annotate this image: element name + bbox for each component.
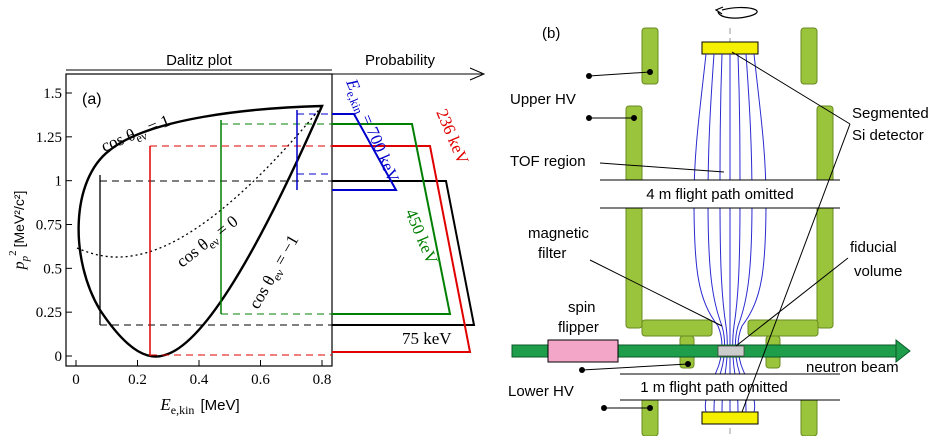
upper-hv-target-dot-2	[631, 115, 637, 121]
box-236kev	[332, 145, 472, 353]
label-700kev: Ee,kin = 700 keV	[339, 75, 403, 187]
label-450kev: 450 keV	[401, 206, 441, 268]
label-cos-zero: cos θeν = 0	[173, 212, 244, 274]
x-tick-label: 0	[72, 372, 80, 388]
omit-band-1m	[620, 374, 840, 400]
x-ticks: 0 0.2 0.4 0.6 0.8	[72, 360, 331, 388]
x-axis-label: Ee,kin [MeV]	[159, 395, 239, 417]
svg-text:236 keV: 236 keV	[432, 106, 472, 168]
probability-label: Probability	[365, 52, 436, 69]
x-tick-label: 0.8	[313, 372, 332, 388]
spin-flipper-label-2: flipper	[558, 319, 599, 336]
magnetic-field-lines	[693, 53, 767, 413]
svg-text:cos θeν = −1: cos θeν = −1	[245, 231, 305, 313]
lower-hv-leader	[581, 363, 689, 371]
svg-text:450 keV: 450 keV	[401, 206, 441, 268]
x-tick-label: 0.2	[128, 372, 147, 388]
y-tick-label: 0.75	[36, 218, 62, 234]
label-cos-plus1: cos θeν = 1	[98, 111, 173, 159]
x-tick-label: 0.4	[190, 372, 209, 388]
y-tick-label: 1.25	[36, 130, 62, 146]
segmented-label-1: Segmented	[852, 105, 929, 122]
filter-electrode-right	[747, 319, 819, 337]
y-axis-label: pp2[MeV²/c²]	[7, 191, 31, 271]
spin-flipper-label-1: spin	[568, 299, 596, 316]
y-tick-label: 1.5	[43, 86, 62, 102]
svg-text:cos θeν = 0: cos θeν = 0	[173, 212, 244, 274]
segmented-leader-lower	[741, 123, 851, 413]
box-700kev	[332, 113, 398, 191]
label-75kev: 75 keV	[402, 329, 452, 348]
rotation-arrowhead	[714, 6, 724, 15]
fiducial-label-2: volume	[854, 263, 902, 280]
tof-region-leader	[599, 162, 725, 173]
upper-hv-target-dot	[647, 69, 653, 75]
y-ticks: 0 0.25 0.5 0.75 1 1.25 1.5	[36, 86, 72, 365]
probability-arrowhead	[469, 67, 486, 81]
spin-flipper	[547, 339, 619, 363]
flight-path-4m-label: 4 m flight path omitted	[646, 186, 794, 203]
tof-region-label: TOF region	[510, 153, 586, 170]
svg-text:cos θeν = 1: cos θeν = 1	[98, 111, 173, 159]
dalitz-title: Dalitz plot	[166, 52, 233, 69]
segmented-label-2: Si detector	[852, 127, 924, 144]
spectrometer-panel: (b)	[508, 6, 929, 436]
x-tick-label: 0.6	[251, 372, 270, 388]
magnetic-filter-leader	[589, 259, 723, 327]
label-236kev: 236 keV	[432, 106, 472, 168]
y-tick-label: 0.25	[36, 305, 62, 321]
magnetic-filter-label-2: filter	[538, 245, 566, 262]
lower-hv-electrode-left	[641, 395, 659, 436]
neutron-beam-arrowhead	[895, 338, 911, 364]
box-450kev	[332, 123, 452, 315]
upper-hv-label: Upper HV	[510, 91, 576, 108]
flight-path-1m-label: 1 m flight path omitted	[640, 379, 788, 396]
svg-text:pp2[MeV²/c²]: pp2[MeV²/c²]	[7, 191, 31, 271]
upper-hv-leader	[588, 71, 651, 77]
upper-hv-electrode-left	[641, 27, 659, 85]
box-75kev	[332, 180, 476, 326]
y-tick-label: 0.5	[43, 261, 62, 277]
filter-electrode-left	[641, 319, 713, 337]
lower-hv-target-dot	[685, 361, 691, 367]
segmented-leader-upper	[731, 51, 851, 125]
lower-hv-target-dot-2	[647, 405, 653, 411]
fiducial-label-1: fiducial	[850, 239, 897, 256]
magnetic-filter-label-1: magnetic	[528, 225, 589, 242]
lower-hv-label: Lower HV	[508, 383, 574, 400]
tof-electrode-left	[625, 105, 643, 329]
upper-si-detector	[701, 41, 759, 55]
svg-text:Ee,kin = 700 keV: Ee,kin = 700 keV	[339, 75, 403, 187]
upper-hv-electrode-right	[800, 27, 818, 85]
curve-cos-zero	[76, 105, 323, 258]
label-cos-minus1: cos θeν = −1	[245, 231, 305, 313]
rotation-arrow	[717, 6, 758, 19]
fiducial-leader	[735, 257, 849, 347]
panel-label-b: (b)	[542, 25, 560, 42]
lower-si-detector	[701, 411, 759, 425]
y-tick-label: 0	[55, 349, 63, 365]
y-tick-label: 1	[55, 174, 63, 190]
neutron-beam-label: neutron beam	[806, 359, 899, 376]
tof-electrode-right	[816, 105, 834, 329]
dalitz-panel: Dalitz plot Probability (a) 0 0.2 0.4 0.6 0.…	[7, 52, 486, 417]
omit-band-4m	[600, 180, 840, 208]
panel-label-a: (a)	[82, 91, 102, 108]
lower-hv-electrode-right	[800, 395, 818, 436]
fiducial-volume	[717, 345, 745, 357]
